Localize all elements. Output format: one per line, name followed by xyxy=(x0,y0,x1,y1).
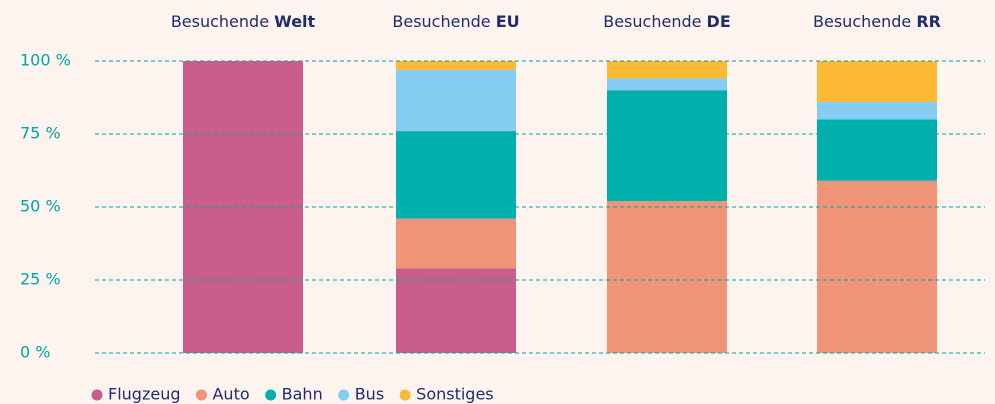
legend-label: Bahn xyxy=(282,385,323,404)
legend-label: Flugzeug xyxy=(108,385,180,404)
bar-segment xyxy=(607,201,727,353)
bar-segment xyxy=(607,90,727,202)
bar-segment xyxy=(607,61,727,79)
category-label: Besuchende EU xyxy=(392,12,519,31)
legend-marker xyxy=(91,389,103,401)
legend-label: Sonstiges xyxy=(416,385,493,404)
category-label: Besuchende Welt xyxy=(171,12,316,31)
category-label-part: Besuchende xyxy=(171,12,274,31)
category-label-bold: EU xyxy=(496,12,520,31)
bar-segment xyxy=(396,69,516,132)
bar-segment xyxy=(817,119,937,181)
legend-marker xyxy=(265,389,277,401)
y-tick-label: 0 % xyxy=(20,343,50,362)
bar-segment xyxy=(817,180,937,353)
y-tick-label: 100 % xyxy=(20,51,71,70)
category-label-part: Besuchende xyxy=(813,12,916,31)
category-label-part: Besuchende xyxy=(603,12,706,31)
bar-segment xyxy=(607,78,727,91)
y-tick-label: 25 % xyxy=(20,270,61,289)
legend-marker xyxy=(195,389,207,401)
bar-segment xyxy=(396,61,516,70)
bar-segment xyxy=(396,268,516,353)
legend-marker xyxy=(338,389,350,401)
bar-segment xyxy=(817,101,937,120)
bar-segment xyxy=(396,131,516,219)
category-label-part: Besuchende xyxy=(392,12,495,31)
category-label: Besuchende DE xyxy=(603,12,731,31)
y-tick-label: 75 % xyxy=(20,124,61,143)
bar-segment xyxy=(396,218,516,269)
y-tick-label: 50 % xyxy=(20,197,61,216)
category-label-bold: DE xyxy=(707,12,731,31)
category-label: Besuchende RR xyxy=(813,12,941,31)
category-label-bold: Welt xyxy=(274,12,315,31)
legend-marker xyxy=(399,389,411,401)
bar-segment xyxy=(817,61,937,102)
category-label-bold: RR xyxy=(916,12,941,31)
legend-label: Bus xyxy=(355,385,384,404)
legend-label: Auto xyxy=(212,385,249,404)
